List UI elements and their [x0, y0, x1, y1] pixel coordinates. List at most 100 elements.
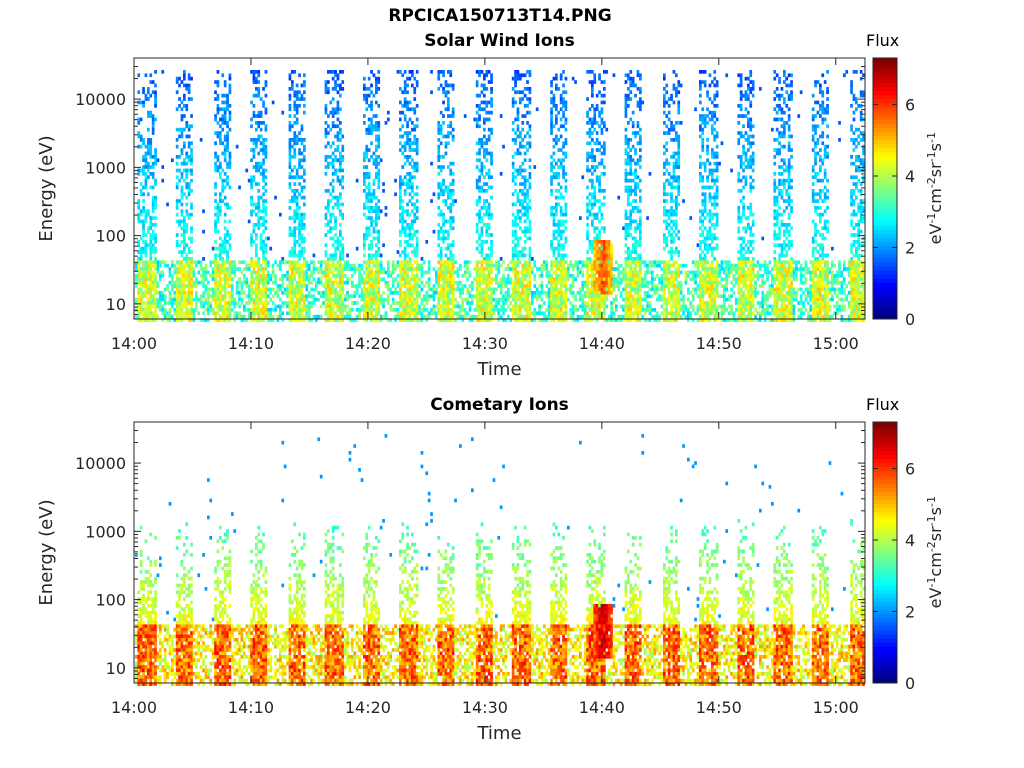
heatmap-cell — [523, 301, 527, 305]
heatmap-cell — [168, 301, 172, 305]
heatmap-cell — [240, 280, 244, 285]
heatmap-cell — [259, 97, 263, 101]
heatmap-cell — [139, 100, 143, 105]
heatmap-cell — [495, 274, 498, 278]
heatmap-cell — [365, 97, 369, 101]
heatmap-cell — [327, 161, 330, 166]
heatmap-cell — [403, 226, 407, 231]
heatmap-cell — [219, 314, 222, 319]
heatmap-cell — [221, 114, 225, 118]
heatmap-cell — [137, 216, 141, 220]
heatmap-cell — [555, 209, 558, 214]
heatmap-cell — [514, 291, 517, 295]
heatmap-cell — [562, 277, 565, 282]
heatmap-cell — [228, 104, 232, 108]
heatmap-cell — [463, 284, 467, 288]
heatmap-cell — [183, 127, 186, 132]
heatmap-cell — [514, 250, 517, 254]
heatmap-cell — [475, 294, 479, 299]
heatmap-cell — [483, 280, 486, 285]
heatmap-cell — [555, 141, 558, 146]
heatmap-cell — [137, 206, 141, 210]
heatmap-cell — [257, 223, 261, 227]
heatmap-cell — [233, 301, 237, 305]
heatmap-cell — [411, 263, 414, 268]
heatmap-cell — [478, 291, 481, 295]
heatmap-cell — [586, 233, 589, 237]
heatmap-cell — [399, 233, 402, 237]
heatmap-cell — [295, 301, 299, 305]
heatmap-cell — [564, 280, 568, 285]
heatmap-cell — [298, 158, 301, 163]
heatmap-cell — [415, 304, 419, 309]
heatmap-cell — [430, 70, 433, 74]
heatmap-cell — [519, 202, 522, 207]
heatmap-cell — [168, 270, 172, 275]
heatmap-cell — [411, 250, 414, 254]
heatmap-cell — [367, 148, 371, 152]
heatmap-cell — [543, 314, 546, 319]
heatmap-cell — [427, 297, 431, 302]
heatmap-cell — [591, 294, 594, 299]
heatmap-cell — [317, 267, 321, 271]
heatmap-cell — [487, 304, 491, 309]
heatmap-cell — [219, 134, 222, 139]
heatmap-cell — [379, 301, 383, 305]
heatmap-cell — [550, 117, 553, 122]
heatmap-cell — [291, 80, 294, 84]
heatmap-cell — [264, 206, 268, 210]
heatmap-cell — [550, 304, 553, 309]
heatmap-cell — [401, 308, 405, 312]
heatmap-cell — [449, 189, 453, 193]
heatmap-cell — [557, 195, 561, 200]
heatmap-cell — [415, 199, 419, 203]
heatmap-cell — [588, 280, 592, 285]
heatmap-cell — [449, 209, 453, 214]
heatmap-cell — [528, 246, 532, 251]
heatmap-cell — [341, 216, 345, 220]
heatmap-cell — [139, 301, 143, 305]
heatmap-cell — [336, 318, 340, 322]
heatmap-cell — [144, 144, 148, 149]
heatmap-cell — [219, 297, 222, 302]
heatmap-cell — [483, 151, 486, 156]
heatmap-cell — [586, 223, 589, 227]
heatmap-cell — [370, 318, 373, 322]
heatmap-cell — [423, 297, 426, 302]
heatmap-cell — [442, 223, 445, 227]
heatmap-cell — [216, 260, 220, 265]
heatmap-cell — [497, 270, 501, 275]
heatmap-cell — [394, 267, 397, 271]
heatmap-cell — [451, 134, 455, 139]
heatmap-cell — [257, 294, 261, 299]
heatmap-cell — [411, 287, 414, 292]
heatmap-cell — [173, 263, 177, 268]
heatmap-cell — [514, 284, 517, 288]
heatmap-cell — [154, 233, 157, 237]
heatmap-cell — [281, 311, 285, 316]
heatmap-cell — [451, 287, 455, 292]
heatmap-cell — [339, 304, 342, 309]
heatmap-cell — [365, 199, 369, 203]
heatmap-cell — [327, 209, 330, 214]
heatmap-cell — [547, 314, 551, 319]
heatmap-cell — [449, 311, 453, 316]
heatmap-cell — [144, 263, 148, 268]
heatmap-cell — [372, 260, 376, 265]
heatmap-cell — [137, 212, 141, 217]
heatmap-cell — [288, 226, 292, 231]
heatmap-cell — [375, 124, 378, 129]
heatmap-cell — [370, 311, 373, 316]
heatmap-cell — [569, 287, 573, 292]
heatmap-cell — [475, 304, 479, 309]
heatmap-cell — [228, 158, 232, 163]
heatmap-cell — [228, 165, 232, 169]
heatmap-cell — [250, 182, 253, 186]
heatmap-cell — [521, 267, 525, 271]
heatmap-cell — [413, 134, 417, 139]
heatmap-cell — [341, 158, 345, 163]
heatmap-cell — [375, 76, 378, 81]
heatmap-cell — [415, 253, 419, 258]
heatmap-cell — [466, 263, 469, 268]
heatmap-cell — [295, 206, 299, 210]
